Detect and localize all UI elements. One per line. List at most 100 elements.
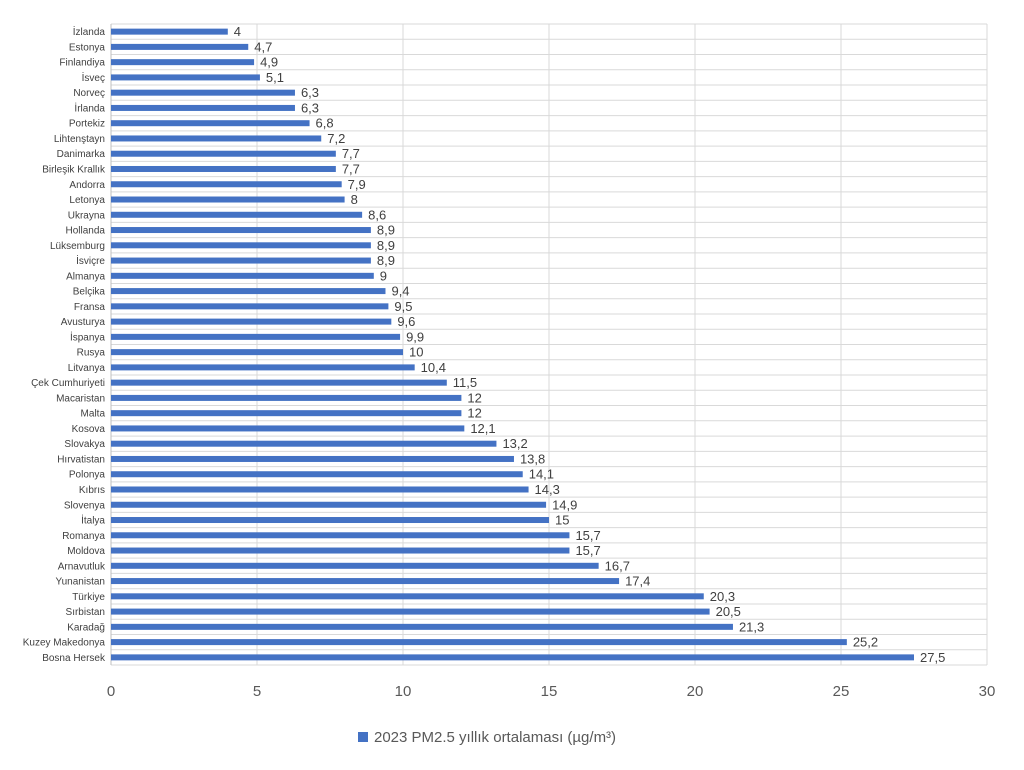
category-labels-group: İzlanda Estonya Finlandiya İsveç Norveç İrlan… [23,25,106,664]
category-label: Malta [81,409,106,420]
category-label: İspanya [70,330,105,343]
value-label: 8,9 [377,238,395,253]
value-label: 14,1 [529,467,554,482]
bar [111,135,322,142]
category-label: İrlanda [74,101,105,114]
value-label: 5,1 [266,70,284,85]
value-label: 13,8 [520,451,545,466]
category-label: Belçika [73,287,106,298]
category-label: Andorra [69,180,105,191]
bar [111,379,447,386]
category-label: Danimarka [57,149,106,160]
category-label: Estonya [69,42,106,53]
grid-lines [110,23,988,666]
category-label: Fransa [74,302,106,313]
value-label: 8,6 [368,207,386,222]
bar [111,120,310,127]
legend-label: 2023 PM2.5 yıllık ortalaması (µg/m³) [374,729,616,746]
bars-group [111,28,914,661]
category-label: İsviçre [76,254,105,267]
value-label: 9 [380,268,387,283]
value-label: 16,7 [605,558,630,573]
category-label: Slovakya [64,439,105,450]
category-label: Avusturya [61,317,106,328]
bar [111,59,255,66]
value-labels-group: 44,74,95,16,36,36,87,27,77,77,988,68,98,… [234,24,946,665]
bar [111,181,342,188]
bar [111,532,570,539]
bar [111,196,345,203]
bar [111,440,497,447]
bar [111,639,847,646]
category-label: Rusya [77,348,106,359]
value-label: 4,9 [260,55,278,70]
category-label: Sırbistan [66,607,105,618]
category-label: Lihtenştayn [54,134,105,145]
value-label: 15,7 [575,528,600,543]
bar [111,562,599,569]
bar [111,364,415,371]
bar [111,455,514,462]
category-label: Letonya [69,195,105,206]
value-label: 15,7 [575,543,600,558]
value-label: 7,7 [342,161,360,176]
category-label: Ukrayna [68,210,106,221]
x-tick-label: 30 [979,683,996,700]
category-label: Almanya [66,271,105,282]
bar [111,394,462,401]
bar [111,257,371,264]
value-label: 11,5 [453,375,477,390]
value-label: 9,9 [406,329,424,344]
bar [111,486,529,493]
value-label: 12 [467,406,481,421]
value-label: 9,5 [394,299,412,314]
bar [111,547,570,554]
category-label: Yunanistan [56,577,106,588]
value-label: 10,4 [421,360,446,375]
value-label: 8 [351,192,358,207]
category-label: İzlanda [73,25,106,38]
bar [111,28,228,35]
value-label: 10 [409,345,423,360]
bar [111,104,295,111]
category-label: Portekiz [69,119,105,130]
value-label: 12 [467,390,481,405]
value-label: 17,4 [625,574,650,589]
value-label: 13,2 [502,436,527,451]
bar [111,227,371,234]
value-label: 9,6 [397,314,415,329]
value-label: 7,7 [342,146,360,161]
category-label: Polonya [69,470,106,481]
category-label: Norveç [73,88,105,99]
x-tick-labels-group: 0 5 10 15 20 25 30 [107,683,996,700]
x-tick-label: 10 [395,683,412,700]
bar [111,165,336,172]
category-label: Hırvatistan [57,454,105,465]
bar [111,288,386,295]
value-label: 6,3 [301,100,319,115]
category-label: Kıbrıs [79,485,105,496]
bar [111,578,620,585]
bar [111,471,523,478]
bar [111,211,363,218]
x-tick-label: 20 [687,683,704,700]
value-label: 14,3 [535,482,560,497]
x-tick-label: 25 [833,683,850,700]
category-label: Arnavutluk [58,561,106,572]
x-tick-label: 5 [253,683,261,700]
category-label: İsveç [82,71,105,84]
value-label: 4,7 [254,39,272,54]
category-label: Birleşik Krallık [42,164,106,175]
value-label: 15 [555,513,569,528]
value-label: 20,5 [716,604,741,619]
bar [111,318,392,325]
category-label: Litvanya [68,363,106,374]
value-label: 9,4 [391,284,409,299]
category-label: Kuzey Makedonya [23,638,106,649]
bar [111,623,733,630]
value-label: 4 [234,24,241,39]
x-tick-label: 0 [107,683,115,700]
value-label: 12,1 [470,421,495,436]
category-label: Macaristan [56,393,105,404]
